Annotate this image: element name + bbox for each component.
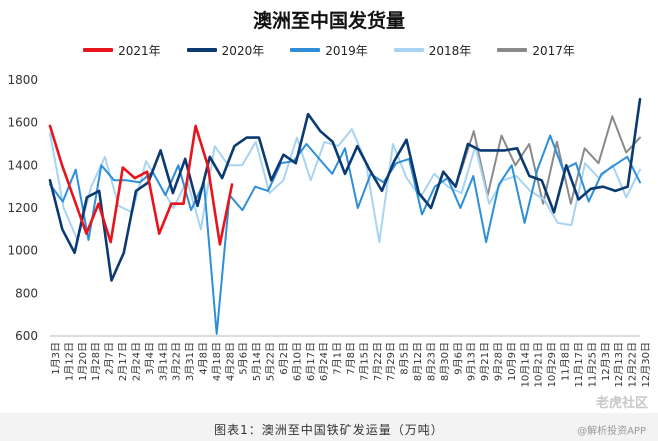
legend-item: 2018年 bbox=[393, 42, 472, 59]
x-tick-label: 6月2日 bbox=[278, 342, 290, 375]
series-line-1 bbox=[48, 97, 642, 282]
legend-item: 2020年 bbox=[186, 42, 265, 59]
y-tick-label: 800 bbox=[15, 286, 38, 300]
x-tick-label: 1月3日 bbox=[50, 342, 62, 375]
x-tick-label: 6月10日 bbox=[291, 342, 303, 381]
x-tick-label: 8月12日 bbox=[412, 342, 424, 381]
legend-swatch bbox=[186, 48, 217, 52]
x-tick-label: 10月29日 bbox=[546, 342, 558, 387]
legend: 2021年 2020年 2019年 2018年 2017年 bbox=[0, 40, 658, 60]
x-tick-label: 4月18日 bbox=[211, 342, 223, 381]
x-tick-label: 9月28日 bbox=[493, 342, 505, 381]
y-tick-label: 1400 bbox=[7, 158, 38, 172]
series-line-0 bbox=[48, 124, 234, 246]
chart-title: 澳洲至中国发货量 bbox=[252, 10, 405, 32]
x-tick-label: 7月29日 bbox=[385, 342, 397, 381]
x-tick-label: 11月8日 bbox=[560, 342, 572, 381]
x-tick-label: 6月24日 bbox=[318, 342, 330, 381]
x-tick-label: 10月14日 bbox=[519, 342, 531, 387]
x-tick-label: 7月15日 bbox=[358, 342, 370, 381]
x-tick-label: 12月13日 bbox=[613, 342, 625, 387]
y-tick-label: 1600 bbox=[7, 116, 38, 130]
x-tick-label: 3月14日 bbox=[157, 342, 169, 381]
legend-swatch bbox=[290, 48, 321, 52]
x-tick-label: 4月8日 bbox=[198, 342, 210, 375]
x-tick-label: 2月24日 bbox=[130, 342, 142, 381]
legend-swatch bbox=[393, 48, 424, 52]
x-tick-label: 3月31日 bbox=[184, 342, 196, 381]
legend-item: 2021年 bbox=[83, 42, 161, 59]
x-tick-label: 1月28日 bbox=[90, 342, 102, 381]
x-tick-label: 4月28日 bbox=[224, 342, 236, 381]
x-tick-label: 6月17日 bbox=[305, 342, 317, 381]
legend-label: 2021年 bbox=[118, 43, 161, 58]
legend-swatch bbox=[497, 48, 528, 52]
x-tick-label: 8月30日 bbox=[439, 342, 451, 381]
series-layer bbox=[48, 97, 642, 335]
x-tick-label: 7月8日 bbox=[345, 342, 357, 375]
x-tick-label: 9月21日 bbox=[479, 342, 491, 381]
legend-label: 2017年 bbox=[532, 43, 575, 58]
x-tick-label: 5月6日 bbox=[238, 342, 250, 375]
x-tick-label: 10月9日 bbox=[506, 342, 518, 381]
x-tick-label: 9月13日 bbox=[466, 342, 478, 381]
x-tick-label: 10月21日 bbox=[533, 342, 545, 387]
watermark-sub: @解析投资APP bbox=[577, 426, 646, 437]
legend-item: 2017年 bbox=[497, 42, 575, 59]
legend-swatch bbox=[83, 48, 114, 52]
x-tick-label: 12月3日 bbox=[600, 342, 612, 381]
x-tick-label: 3月22日 bbox=[171, 342, 183, 381]
watermark-logo: 老虎社区 bbox=[595, 396, 648, 411]
series-line-4 bbox=[459, 115, 641, 205]
y-tick-label: 1800 bbox=[7, 73, 38, 87]
x-tick-label: 5月14日 bbox=[251, 342, 263, 381]
x-tick-label: 8月23日 bbox=[425, 342, 437, 381]
x-tick-label: 2月7日 bbox=[104, 342, 116, 375]
legend-label: 2020年 bbox=[221, 43, 265, 58]
line-chart: 600 800 1000 1200 1400 1600 1800 1月3日 1月12日 1月20日… bbox=[7, 73, 652, 387]
y-tick-label: 1200 bbox=[7, 201, 38, 215]
x-tick-label: 7月22日 bbox=[372, 342, 384, 381]
caption-band bbox=[0, 413, 658, 441]
x-tick-label: 3月4日 bbox=[144, 342, 156, 375]
x-tick-label: 12月30日 bbox=[640, 342, 652, 387]
x-tick-label: 9月6日 bbox=[452, 342, 464, 375]
legend-label: 2018年 bbox=[428, 43, 472, 58]
x-tick-label: 2月17日 bbox=[117, 342, 129, 381]
y-tick-label: 600 bbox=[15, 329, 38, 343]
x-tick-label: 1月20日 bbox=[77, 342, 89, 381]
x-tick-label: 7月1日 bbox=[332, 342, 344, 375]
x-tick-label: 1月12日 bbox=[63, 342, 75, 381]
chart-caption: 图表1：澳洲至中国铁矿发运量（万吨） bbox=[214, 423, 444, 437]
axis-layer: 600 800 1000 1200 1400 1600 1800 1月3日 1月12日 1月20日… bbox=[7, 73, 652, 387]
series-line-3 bbox=[49, 128, 641, 244]
x-tick-label: 5月22日 bbox=[265, 342, 277, 381]
x-tick-label: 12月22日 bbox=[627, 342, 639, 387]
x-tick-label: 11月25日 bbox=[586, 342, 598, 387]
y-tick-label: 1000 bbox=[7, 244, 38, 258]
legend-label: 2019年 bbox=[325, 43, 368, 58]
legend-item: 2019年 bbox=[290, 42, 368, 59]
x-tick-label: 8月5日 bbox=[399, 342, 411, 375]
x-tick-label: 11月17日 bbox=[573, 342, 585, 387]
